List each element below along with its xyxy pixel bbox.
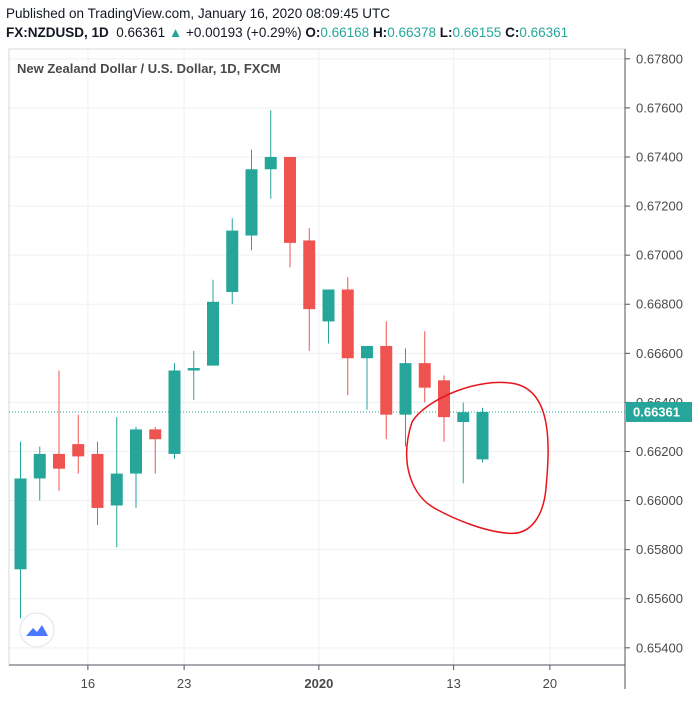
candle-up xyxy=(226,218,239,305)
candle-down xyxy=(72,414,85,474)
close-label: C: xyxy=(505,25,520,40)
last-price: 0.66361 xyxy=(116,25,166,40)
candle-body xyxy=(284,156,296,243)
open-label: O: xyxy=(305,25,321,40)
candle-body xyxy=(457,412,470,423)
open-value: 0.66168 xyxy=(320,25,370,40)
low-value: 0.66155 xyxy=(452,25,502,40)
candle-body xyxy=(33,453,46,479)
candle-down xyxy=(418,331,431,403)
high-label: H: xyxy=(372,25,388,40)
candle-body xyxy=(53,453,65,469)
time-tick-label: 23 xyxy=(177,676,191,691)
price-tick-label: 0.66200 xyxy=(636,444,683,459)
price-tick-label: 0.66600 xyxy=(636,346,683,361)
plot-frame xyxy=(8,48,626,666)
time-tick-label: 16 xyxy=(81,676,95,691)
candle-body xyxy=(91,453,104,508)
candle-body xyxy=(130,429,142,474)
last-price-badge-bg xyxy=(626,401,692,422)
candle-up xyxy=(187,350,200,400)
candle-up xyxy=(130,426,142,508)
grid-lines xyxy=(9,49,625,665)
candle-body xyxy=(168,370,181,454)
time-tick-label: 20 xyxy=(543,676,557,691)
price-tick-label: 0.67200 xyxy=(636,199,683,214)
candle-body xyxy=(207,301,219,366)
symbol-label: FX:NZDUSD, 1D xyxy=(6,25,109,40)
candle-body xyxy=(399,363,412,415)
last-price-badge: 0.66361 xyxy=(626,401,692,422)
candle-up xyxy=(14,441,27,619)
candle-up xyxy=(33,446,46,501)
candle-up xyxy=(361,345,373,410)
price-tick-label: 0.67000 xyxy=(636,248,683,263)
price-axis-labels: 0.67800 0.67600 0.67400 0.67200 0.67000 0.668… xyxy=(625,51,683,655)
candle-down xyxy=(91,441,104,526)
candle-body xyxy=(303,240,316,310)
candle-body xyxy=(418,363,431,388)
price-tick-label: 0.66000 xyxy=(636,493,683,508)
candle-body xyxy=(476,411,489,460)
price-tick-label: 0.67600 xyxy=(636,100,683,115)
tradingview-logo-icon[interactable] xyxy=(19,612,55,648)
candle-body xyxy=(245,169,258,236)
candle-down xyxy=(438,375,450,442)
candle-down xyxy=(303,228,316,351)
time-tick-label: 2020 xyxy=(304,676,333,691)
price-tick-label: 0.65400 xyxy=(636,640,683,655)
candle-up xyxy=(322,289,335,344)
candle-body xyxy=(110,473,123,506)
candle-up xyxy=(207,279,219,366)
candle-down xyxy=(380,321,393,440)
candle-body xyxy=(149,429,162,440)
candle-body xyxy=(187,368,200,371)
chart-title: New Zealand Dollar / U.S. Dollar, 1D, FX… xyxy=(17,61,281,76)
candle-body xyxy=(14,478,27,570)
candles xyxy=(14,110,489,619)
price-tick-label: 0.65800 xyxy=(636,542,683,557)
candle-body xyxy=(361,345,373,359)
close-value: 0.66361 xyxy=(519,25,569,40)
candle-up xyxy=(457,402,470,484)
price-tick-label: 0.65600 xyxy=(636,591,683,606)
candle-down xyxy=(341,277,354,396)
candle-up xyxy=(264,110,277,199)
candle-body xyxy=(226,230,239,292)
candle-down xyxy=(284,156,296,268)
price-tick-label: 0.66800 xyxy=(636,297,683,312)
candle-up xyxy=(110,417,123,548)
price-tick-label: 0.67400 xyxy=(636,149,683,164)
price-tick-label: 0.67800 xyxy=(636,51,683,66)
annotation-circle xyxy=(405,381,549,535)
candle-up xyxy=(168,363,181,459)
high-value: 0.66378 xyxy=(387,25,436,40)
published-caption: Published on TradingView.com, January 16… xyxy=(6,6,390,21)
candle-body xyxy=(72,444,85,457)
change-value: +0.00193 (+0.29%) xyxy=(186,25,302,40)
time-tick-label: 13 xyxy=(446,676,460,691)
candle-body xyxy=(322,289,335,322)
candle-body xyxy=(380,345,393,415)
candle-body xyxy=(341,289,354,359)
candle-down xyxy=(149,426,162,474)
candle-down xyxy=(53,370,65,491)
candle-up xyxy=(245,149,258,251)
change-arrow-icon: ▲ xyxy=(168,25,183,40)
candle-up xyxy=(399,348,412,447)
last-price-badge-label: 0.66361 xyxy=(633,404,680,419)
candle-up xyxy=(476,407,489,463)
time-axis-labels: 16 23 2020 13 20 xyxy=(81,665,557,691)
low-label: L: xyxy=(439,25,453,40)
candle-body xyxy=(264,156,277,170)
symbol-ohlc-row: FX:NZDUSD, 1D 0.66361 ▲ +0.00193 (+0.29%… xyxy=(6,25,568,40)
candle-body xyxy=(438,380,450,418)
